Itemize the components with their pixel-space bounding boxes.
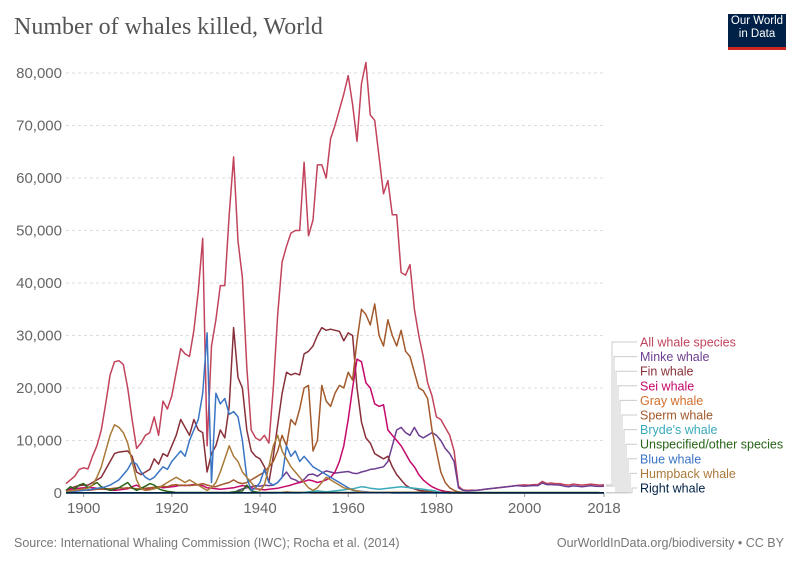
x-axis-ticks: 1900 1920 1940 1960 1980 2000 2018: [67, 493, 621, 517]
legend-item: Minke whale: [640, 350, 710, 364]
credit-link[interactable]: OurWorldInData.org/biodiversity • CC BY: [556, 536, 784, 550]
x-tick-label: 1940: [243, 500, 276, 517]
gridlines: [66, 72, 604, 494]
legend-connector: [606, 487, 637, 494]
x-tick-label: 1960: [332, 500, 365, 517]
series-line-blue-whale: [65, 332, 604, 494]
chart-title: Number of whales killed, World: [14, 14, 323, 40]
y-tick-label: 0: [54, 485, 62, 502]
legend-item: Sperm whale: [640, 409, 713, 423]
legend-item: Right whale: [640, 482, 705, 496]
legend-item: All whale species: [640, 336, 736, 350]
legend-item: Blue whale: [640, 452, 701, 466]
y-tick-label: 50,000: [16, 223, 62, 240]
series-line-fin-whale: [65, 326, 604, 494]
series-line-sei-whale: [65, 358, 604, 494]
x-tick-label: 1980: [420, 500, 453, 517]
logo-accent-bar: [728, 47, 786, 50]
series-lines: [65, 61, 605, 494]
y-tick-label: 60,000: [16, 170, 62, 187]
y-tick-label: 10,000: [16, 433, 62, 450]
y-tick-label: 70,000: [16, 118, 62, 135]
legend-item: Unspecified/other species: [640, 438, 783, 452]
x-tick-label: 2018: [587, 500, 620, 517]
x-tick-label: 2000: [508, 500, 541, 517]
owid-logo[interactable]: Our World in Data: [728, 14, 786, 50]
y-tick-label: 40,000: [16, 275, 62, 292]
x-tick-label: 1920: [155, 500, 188, 517]
y-axis-ticks: 0 10,000 20,000 30,000 40,000 50,000 60,000 70,…: [16, 65, 62, 502]
legend-connector: [606, 356, 637, 487]
line-chart: 0 10,000 20,000 30,000 40,000 50,000 60,000 70,…: [16, 61, 783, 517]
logo-line-2: in Data: [738, 28, 776, 40]
series-line-sperm-whale: [65, 303, 604, 494]
source-note: Source: International Whaling Commission…: [14, 536, 400, 550]
legend-connector: [606, 414, 637, 494]
y-tick-label: 80,000: [16, 65, 62, 82]
legend-item: Sei whale: [640, 379, 694, 393]
legend-item: Gray whale: [640, 394, 703, 408]
legend-item: Fin whale: [640, 365, 694, 379]
y-tick-label: 30,000: [16, 328, 62, 345]
y-tick-label: 20,000: [16, 380, 62, 397]
legend-item: Humpback whale: [640, 467, 736, 481]
x-tick-label: 1900: [67, 500, 100, 517]
series-line-all-whale-species: [65, 61, 605, 492]
legend-connector: [606, 341, 637, 486]
legend-item: Bryde's whale: [640, 423, 717, 437]
logo-line-1: Our World: [730, 15, 784, 27]
